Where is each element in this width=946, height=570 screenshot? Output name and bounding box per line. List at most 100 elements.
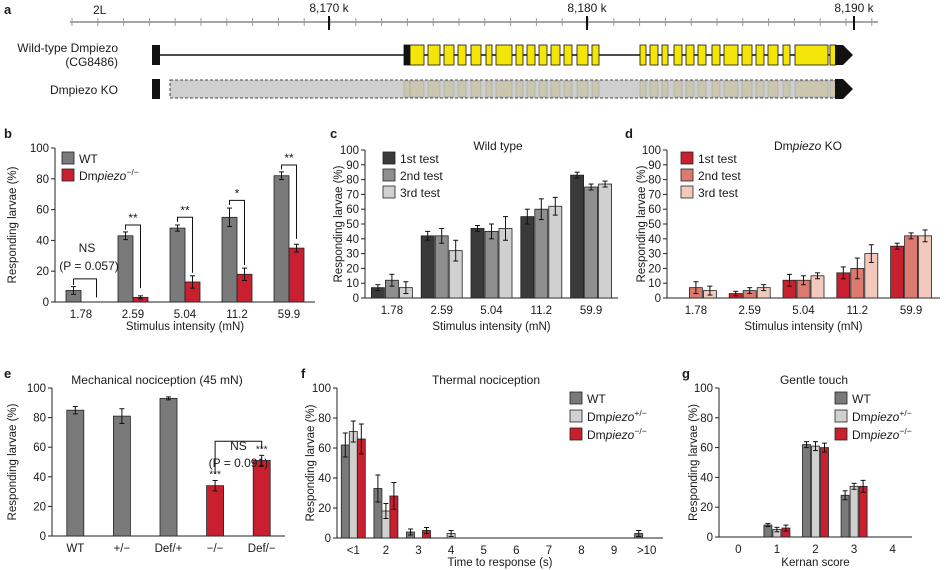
x-tick-label: 7: [546, 545, 552, 557]
x-tick-label: 5.04: [480, 305, 503, 317]
legend-swatch: [834, 409, 848, 423]
significance-stars: ***: [256, 444, 268, 455]
y-tick-label: 100: [30, 143, 49, 155]
y-axis-label: Responding larvae (%): [636, 165, 648, 282]
x-tick-label: Def/−: [248, 543, 276, 555]
legend-swatch: [569, 427, 583, 441]
wt-exon: [457, 44, 467, 66]
wt-exon: [470, 44, 482, 66]
x-tick-label: 2: [383, 545, 389, 557]
chart-title: Thermal nociception: [432, 373, 540, 387]
legend-swatch: [382, 151, 396, 165]
ko-ghost-exon: [649, 80, 659, 98]
bar: [273, 175, 290, 303]
bar: [470, 228, 485, 299]
ko-ghost-exon: [550, 80, 561, 98]
y-tick-label: 60: [318, 443, 331, 455]
panel-label: b: [4, 126, 12, 141]
significance-bracket: [73, 278, 97, 298]
panel-label: c: [330, 126, 337, 141]
ko-ghost-exon: [711, 80, 721, 98]
bar: [159, 397, 178, 537]
y-axis-label: Responding larvae (%): [7, 403, 19, 520]
legend-swatch: [61, 151, 75, 165]
legend-label: Dmpiezo−/−: [852, 426, 912, 442]
wt-exon: [563, 44, 573, 66]
y-tick-label: 80: [318, 413, 331, 425]
x-axis-label: Stimulus intensity (mN): [126, 321, 244, 333]
wt-exon: [515, 44, 524, 66]
x-tick-label: 11.2: [531, 305, 553, 317]
panel-a-gene-map: a 2L 8,170 k 8,180 k 8,190 k Wild-type D…: [4, 1, 878, 99]
x-tick-label: 2.59: [122, 309, 144, 321]
legend-swatch: [61, 168, 75, 182]
legend-swatch: [569, 409, 583, 423]
ko-ghost-exon: [538, 80, 548, 98]
panel-f-chart: f Thermal nociception 0 20 40 60 80 100 Respondi…: [301, 366, 663, 569]
p-value-label: (P = 0.091): [209, 456, 268, 470]
significance-bracket: [229, 199, 245, 266]
x-tick-label: 59.9: [900, 305, 922, 317]
y-axis-label: Responding larvae (%): [333, 165, 345, 282]
wt-gene-id: (CG8486): [65, 55, 118, 69]
wt-exon: [661, 44, 669, 66]
ko-ghost-exon: [697, 80, 707, 98]
chromosome-label: 2L: [93, 3, 107, 17]
legend-swatch: [834, 427, 848, 441]
bar: [584, 186, 598, 299]
y-tick-label: 70: [648, 189, 661, 201]
x-axis-label: Kernan score: [781, 557, 849, 569]
y-tick-label: 20: [346, 263, 359, 275]
wt-utr-block: [152, 45, 160, 65]
y-tick-label: 60: [36, 205, 49, 217]
y-tick-label: 60: [346, 204, 359, 216]
bar: [348, 431, 358, 539]
x-tick-label: 5.04: [174, 309, 197, 321]
bar: [340, 444, 350, 539]
p-value-label: (P = 0.057): [59, 259, 118, 273]
x-tick-label: 3: [851, 544, 857, 556]
wt-exon: [591, 44, 600, 66]
y-tick-label: 20: [318, 503, 331, 515]
legend-swatch: [680, 168, 694, 182]
y-tick-label: 100: [312, 383, 331, 395]
x-tick-label: 1.78: [685, 305, 707, 317]
x-tick-label: 5: [480, 545, 486, 557]
y-tick-label: 0: [707, 532, 713, 544]
y-tick-label: 100: [694, 383, 713, 395]
ko-ghost-exon: [685, 80, 695, 98]
wt-exons: [403, 44, 837, 66]
ko-ghost-exons: [403, 80, 837, 98]
legend-label: 1st test: [698, 152, 737, 166]
wt-exon: [576, 44, 589, 66]
x-tick-label: 2: [812, 544, 818, 556]
ko-ghost-exon: [782, 80, 791, 98]
ko-ghost-exon: [576, 80, 589, 98]
bar: [820, 447, 829, 538]
y-tick-label: 10: [648, 278, 661, 290]
legend-label: 1st test: [400, 152, 439, 166]
legend-label: Dmpiezo+/−: [852, 408, 912, 424]
bar: [206, 485, 225, 537]
x-tick-label: Def/+: [155, 543, 183, 555]
legend-label: 2nd test: [400, 169, 443, 183]
y-tick-label: 0: [325, 533, 331, 545]
bar: [66, 409, 85, 537]
significance-label: NS: [79, 241, 96, 255]
x-tick-label: 11.2: [847, 305, 869, 317]
x-tick-label: −/−: [207, 543, 224, 555]
wt-exon: [794, 44, 829, 66]
legend-label: Dmpiezo+/−: [587, 408, 647, 424]
y-tick-label: 60: [700, 443, 713, 455]
significance-stars: *: [235, 186, 240, 200]
wt-exon: [723, 44, 739, 66]
y-tick-label: 80: [346, 175, 359, 187]
bar: [849, 485, 859, 538]
panel-a-label: a: [4, 2, 12, 17]
y-tick-label: 60: [648, 204, 661, 216]
scale-tick-label: 8,180 k: [567, 1, 607, 15]
wt-gene-label: Wild-type Dmpiezo: [17, 41, 118, 55]
legend-label: 3rd test: [400, 186, 441, 200]
